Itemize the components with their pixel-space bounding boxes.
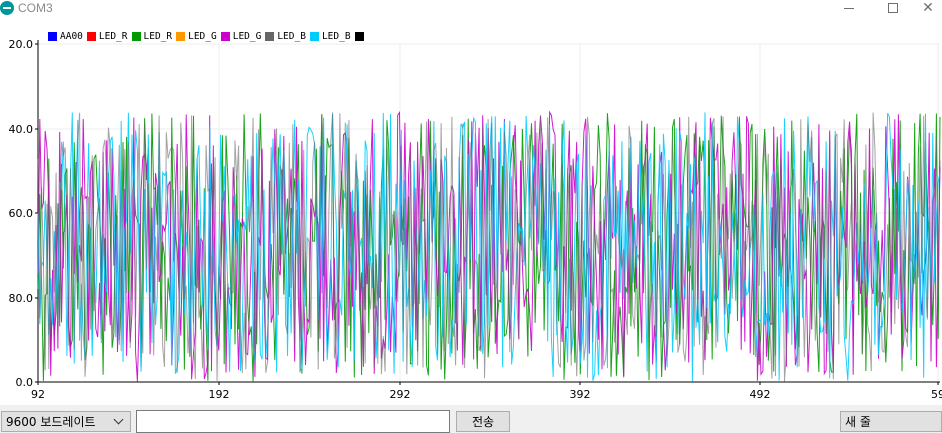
y-tick-label: 40.0	[9, 123, 34, 136]
baud-rate-value: 9600 보드레이트	[6, 415, 96, 429]
legend-swatch	[48, 32, 57, 41]
baud-rate-select[interactable]: 9600 보드레이트	[1, 411, 131, 432]
legend-swatch	[131, 32, 141, 41]
legend-item: AA00	[48, 31, 83, 42]
legend: AA00 LED_R LED_R LED_G LED_G LED_B LED_B	[48, 31, 364, 42]
legend-swatch	[265, 32, 275, 41]
legend-item: LED_G	[220, 31, 262, 42]
x-tick-label: 192	[209, 388, 230, 401]
y-tick-label: 0.0	[16, 376, 34, 389]
legend-label: LED_R	[98, 31, 128, 42]
x-tick-label: 59	[931, 388, 942, 401]
arduino-icon	[0, 1, 14, 15]
serial-plotter: 20.0 40.0 60.0 80.0 0.0 92 192 292 392 492 59	[0, 30, 942, 405]
legend-swatch	[354, 32, 364, 41]
legend-swatch	[86, 32, 96, 41]
minimize-button[interactable]	[826, 0, 872, 16]
maximize-button[interactable]	[870, 0, 916, 16]
title-bar: COM3 ✕	[0, 0, 942, 30]
legend-label: AA00	[60, 31, 83, 42]
close-icon: ✕	[922, 0, 934, 16]
maximize-icon	[888, 3, 898, 13]
series-line	[37, 112, 941, 382]
x-tick-label: 392	[570, 388, 591, 401]
legend-swatch	[220, 32, 230, 41]
legend-item	[354, 32, 364, 41]
send-button[interactable]: 전송	[456, 411, 510, 432]
x-tick-label: 492	[750, 388, 771, 401]
legend-swatch	[176, 32, 186, 41]
y-tick-label: 80.0	[9, 292, 34, 305]
legend-item: LED_R	[131, 31, 173, 42]
send-input[interactable]	[136, 410, 450, 433]
x-tick-label: 292	[390, 388, 411, 401]
legend-item: LED_B	[309, 31, 351, 42]
window-title: COM3	[18, 1, 53, 15]
minimize-icon	[844, 7, 854, 9]
y-tick-label: 20.0	[9, 38, 34, 51]
x-tick-label: 92	[31, 388, 45, 401]
plot-canvas: 20.0 40.0 60.0 80.0 0.092 192 292 392 492 59	[9, 38, 942, 401]
legend-swatch	[309, 32, 319, 41]
legend-label: LED_G	[232, 31, 262, 42]
line-ending-select[interactable]: 새 줄	[840, 411, 942, 432]
legend-label: LED_B	[277, 31, 306, 42]
legend-label: LED_G	[188, 31, 217, 42]
legend-label: LED_R	[143, 31, 173, 42]
legend-item: LED_G	[176, 31, 217, 42]
y-tick-label: 60.0	[9, 207, 34, 220]
close-button[interactable]: ✕	[914, 0, 942, 16]
chevron-down-icon	[113, 414, 124, 425]
legend-item: LED_B	[265, 31, 306, 42]
legend-item: LED_R	[86, 31, 128, 42]
bottom-toolbar: 9600 보드레이트 전송 새 줄	[0, 405, 942, 433]
legend-label: LED_B	[321, 31, 351, 42]
